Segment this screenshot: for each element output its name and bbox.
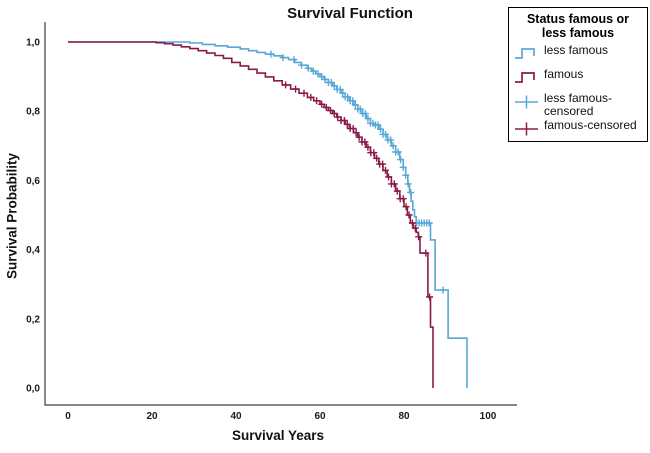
x-tick-label: 80 [398,411,410,422]
x-tick-label: 20 [146,411,158,422]
censored-marks-less-famous [267,50,447,294]
legend-item: famous-censored [514,117,642,142]
legend-item-label: famous [544,66,584,81]
y-tick-label: 1,0 [26,38,40,49]
y-tick-label: 0,4 [26,245,40,256]
x-tick-label: 0 [65,411,71,422]
legend-item-label: famous-censored [544,117,637,132]
x-axis-title: Survival Years [231,428,325,443]
y-tick-label: 0,2 [26,314,40,325]
legend-items: less famous famous less famous-censored fam… [514,42,642,142]
y-tick-label: 0,6 [26,176,40,187]
axis-lines [44,22,517,406]
censored-marks-famous [282,81,434,301]
legend-item: less famous [514,42,642,67]
plus-line-icon [514,93,541,115]
series-line-famous [68,41,434,388]
x-tick-label: 100 [480,411,497,422]
chart-title: Survival Function [287,5,413,22]
legend-item-label: less famous-censored [544,90,613,118]
y-tick-label: 0,0 [26,384,40,395]
legend-item-label: less famous [544,42,609,57]
legend-title: Status famous or less famous [526,12,630,41]
y-tick-label: 0,8 [26,107,40,118]
step-line-icon [514,45,541,67]
plus-line-icon [514,120,541,142]
step-line-icon [514,69,541,91]
x-tick-label: 60 [314,411,326,422]
legend-item: less famous-censored [514,90,642,118]
legend-item: famous [514,66,642,91]
x-tick-label: 40 [230,411,242,422]
legend: Status famous or less famous less famous… [508,7,648,142]
